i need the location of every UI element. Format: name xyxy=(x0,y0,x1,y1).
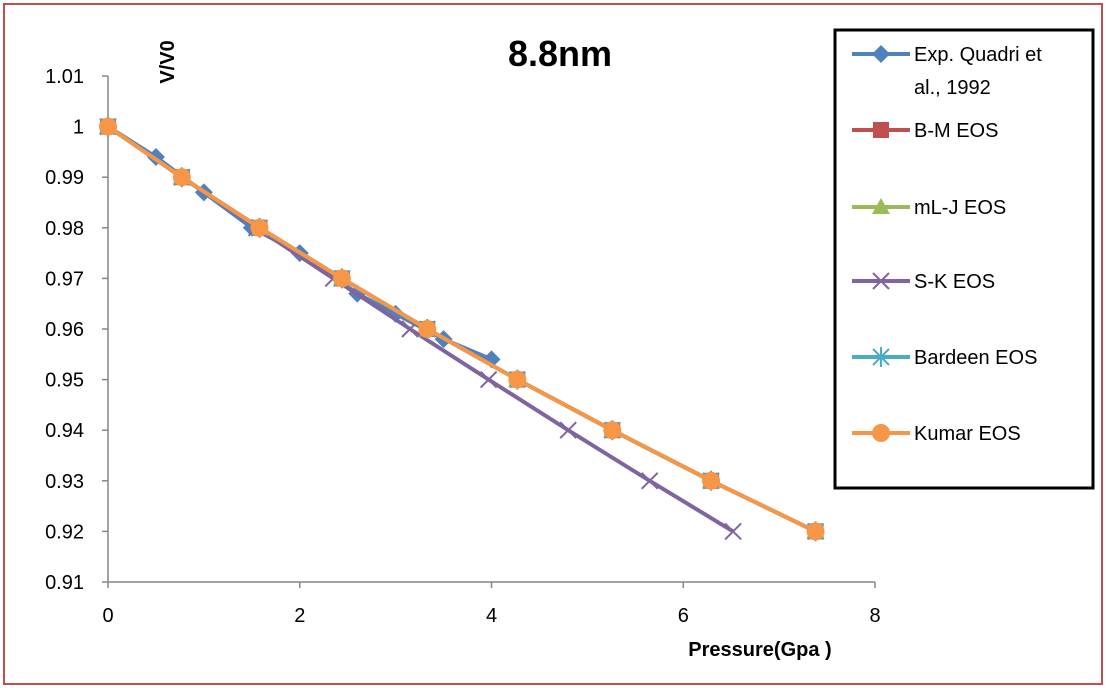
legend-label: mL-J EOS xyxy=(914,197,1006,219)
y-tick-label: 0.97 xyxy=(45,268,84,290)
legend-label: Kumar EOS xyxy=(914,423,1021,445)
data-point xyxy=(250,218,269,237)
y-tick-label: 0.94 xyxy=(45,420,84,442)
series-line xyxy=(106,124,817,534)
legend-label: S-K EOS xyxy=(914,271,995,293)
data-point xyxy=(806,522,825,541)
y-tick-label: 0.96 xyxy=(45,319,84,341)
legend-entry: Bardeen EOS xyxy=(852,347,1037,369)
series-line xyxy=(106,124,817,534)
legend-entry: Exp. Quadri et al., 1992 xyxy=(852,44,1042,99)
x-axis-title: Pressure(Gpa ) xyxy=(688,639,831,661)
legend-box xyxy=(833,28,1095,490)
x-tick-label: 4 xyxy=(486,605,497,627)
x-tick-label: 0 xyxy=(102,605,113,627)
legend-label: B-M EOS xyxy=(914,120,998,142)
y-tick-label: 0.91 xyxy=(45,572,84,594)
legend: Exp. Quadri et al., 1992 B-M EOS mL-J EOS S-… xyxy=(833,28,1095,490)
legend-marker xyxy=(873,122,889,138)
legend-entry: Kumar EOS xyxy=(852,423,1021,445)
y-tick-label: 0.98 xyxy=(45,218,84,240)
data-point xyxy=(724,522,742,541)
legend-marker xyxy=(872,424,890,442)
y-tick-label: 0.99 xyxy=(45,167,84,189)
legend-entry: S-K EOS xyxy=(852,271,995,293)
y-tick-label: 1 xyxy=(73,117,84,139)
data-point xyxy=(99,117,117,136)
legend-label: al., 1992 xyxy=(914,77,991,99)
data-point xyxy=(479,370,498,389)
legend-label: Exp. Quadri et xyxy=(914,44,1042,66)
data-point xyxy=(172,168,191,187)
data-point xyxy=(603,421,622,440)
data-point xyxy=(640,472,659,490)
legend-entry: B-M EOS xyxy=(852,120,998,142)
y-tick-label: 0.93 xyxy=(45,471,84,493)
data-point xyxy=(332,269,351,288)
series-0 xyxy=(99,117,501,369)
y-tick-label: 0.95 xyxy=(45,370,84,392)
data-point xyxy=(508,370,527,389)
y-tick-label: 1.01 xyxy=(45,66,84,88)
data-point xyxy=(418,320,437,338)
chart-title: 8.8nm xyxy=(508,33,612,74)
series-group xyxy=(99,116,825,542)
series-line xyxy=(106,124,817,534)
legend-label: Bardeen EOS xyxy=(914,347,1037,369)
y-axis-title: V/V0 xyxy=(157,40,179,83)
data-point xyxy=(559,421,577,439)
y-tick-label: 0.92 xyxy=(45,521,84,543)
legend-marker xyxy=(872,198,890,214)
series-5 xyxy=(99,117,825,541)
x-tick-label: 6 xyxy=(678,605,689,627)
series-line xyxy=(106,124,817,534)
axes: 0.91 0.92 0.93 0.94 0.95 0.96 0.97 0.98 0.99 1 1.0… xyxy=(45,66,881,627)
data-point xyxy=(702,471,721,490)
legend-marker xyxy=(872,347,890,367)
legend-entry: mL-J EOS xyxy=(852,197,1006,219)
x-tick-label: 8 xyxy=(869,605,880,627)
legend-marker xyxy=(872,45,890,63)
x-tick-label: 2 xyxy=(294,605,305,627)
legend-marker xyxy=(872,272,890,290)
